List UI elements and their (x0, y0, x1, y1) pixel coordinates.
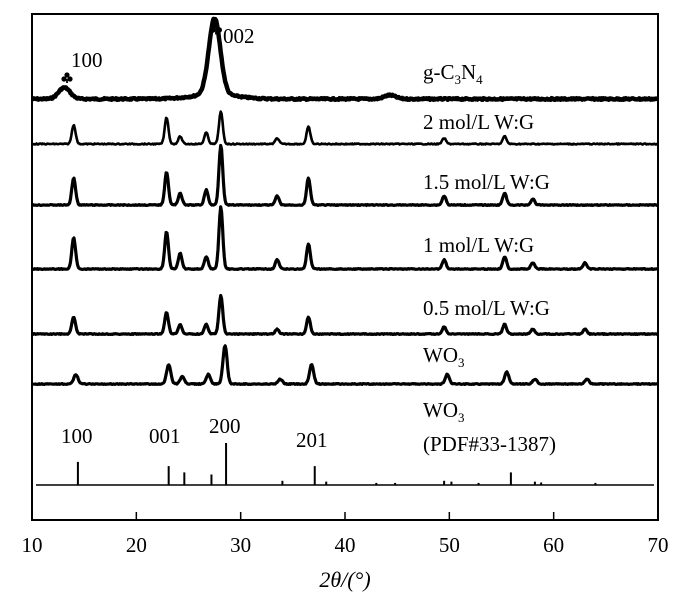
club-icon (61, 72, 73, 83)
pdf-hkl-label-201: 201 (296, 428, 328, 452)
plot-frame (31, 13, 659, 521)
club-icon (210, 23, 222, 35)
series-line-1-5mol (31, 143, 659, 207)
x-tick-label: 60 (543, 533, 564, 557)
x-tick-label: 10 (22, 533, 43, 557)
series-line-1mol (31, 205, 659, 271)
pdf-hkl-label-001: 001 (149, 424, 181, 448)
series-line-wo3 (31, 344, 659, 386)
gcn-peak-label-100: 100 (71, 48, 103, 72)
pdf-hkl-label-100: 100 (61, 424, 93, 448)
series-label-1mol: 1 mol/L W:G (423, 233, 534, 257)
x-tick-label: 70 (648, 533, 669, 557)
gcn-peak-annotations: 100 002 (61, 23, 255, 83)
series-sticks-pdf (36, 443, 654, 486)
series-label-1-5mol: 1.5 mol/L W:G (423, 170, 550, 194)
series-traces (30, 16, 660, 486)
series-label-pdf-card: (PDF#33-1387) (423, 432, 556, 456)
x-tick-label: 40 (335, 533, 356, 557)
x-tick-label: 30 (230, 533, 251, 557)
pdf-hkl-labels: 100 001 200 201 (61, 414, 328, 452)
series-label-0-5mol: 0.5 mol/L W:G (423, 296, 550, 320)
series-labels: g-C3N4 2 mol/L W:G 1.5 mol/L W:G 1 mol/L… (423, 60, 556, 456)
pdf-hkl-label-200: 200 (209, 414, 241, 438)
series-line-g-c3n4 (30, 16, 660, 103)
x-axis: 10 20 30 40 50 60 70 (22, 512, 669, 557)
gcn-peak-label-002: 002 (223, 24, 255, 48)
x-axis-title: 2θ/(°) (319, 567, 370, 592)
series-line-2mol (31, 110, 659, 146)
series-line-0-5mol (30, 293, 659, 336)
series-label-wo3: WO3 (423, 343, 465, 370)
x-tick-label: 50 (439, 533, 460, 557)
series-label-pdf-wo3: WO3 (423, 398, 465, 425)
x-tick-label: 20 (126, 533, 147, 557)
series-label-2mol: 2 mol/L W:G (423, 110, 534, 134)
series-label-g-c3n4: g-C3N4 (423, 60, 483, 87)
